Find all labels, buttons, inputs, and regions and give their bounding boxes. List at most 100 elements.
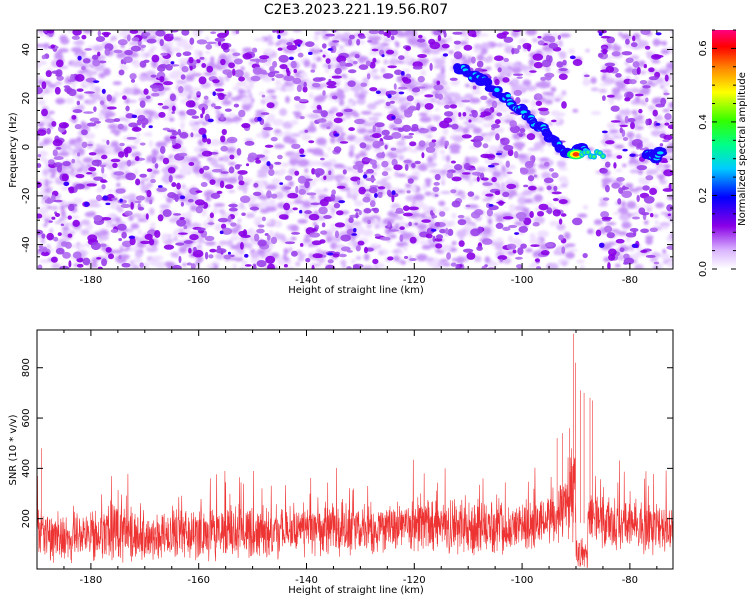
noise-speckle	[637, 169, 644, 175]
noise-blue-spot	[170, 61, 175, 65]
noise-blob	[299, 148, 305, 155]
noise-blob	[326, 85, 337, 89]
noise-speckle	[389, 234, 397, 239]
noise-speckle	[148, 50, 154, 55]
noise-blob	[266, 102, 275, 109]
noise-blob	[624, 97, 631, 102]
noise-blob	[117, 151, 125, 158]
noise-blob	[632, 35, 636, 42]
noise-speckle	[345, 114, 352, 119]
noise-speckle	[107, 123, 118, 130]
snr-y-tick-label: 600	[21, 409, 32, 428]
noise-blob	[190, 263, 196, 269]
noise-speckle	[210, 56, 215, 62]
noise-speckle	[343, 84, 350, 93]
noise-speckle	[366, 137, 377, 142]
noise-speckle	[528, 58, 536, 67]
noise-speckle	[501, 165, 506, 172]
noise-blob	[116, 223, 127, 231]
noise-blob	[557, 34, 562, 40]
noise-speckle	[84, 211, 97, 218]
noise-blob	[305, 257, 311, 263]
noise-speckle	[424, 191, 432, 196]
noise-blob	[558, 68, 568, 72]
noise-blob	[331, 75, 342, 79]
noise-speckle	[248, 92, 253, 99]
noise-speckle	[96, 143, 101, 149]
noise-blob	[215, 88, 225, 92]
noise-blob	[325, 58, 331, 64]
noise-blob	[220, 113, 224, 121]
noise-speckle	[388, 187, 401, 191]
noise-speckle	[485, 168, 496, 172]
noise-blob	[120, 59, 125, 65]
noise-blob	[511, 47, 515, 55]
noise-blob	[661, 160, 669, 163]
noise-blob	[618, 187, 624, 194]
noise-speckle	[283, 49, 296, 54]
noise-blob	[366, 168, 374, 174]
noise-blob	[232, 68, 236, 76]
noise-blob	[636, 142, 643, 149]
noise-blob	[106, 94, 112, 102]
noise-blob	[338, 253, 347, 258]
noise-blob	[343, 108, 353, 113]
noise-blob	[333, 117, 343, 124]
noise-blue-spot	[266, 161, 271, 167]
noise-speckle	[213, 163, 225, 168]
noise-blob	[358, 209, 362, 216]
noise-blob	[326, 126, 331, 130]
noise-blob	[605, 65, 615, 73]
noise-blob	[139, 142, 146, 146]
noise-speckle	[50, 205, 59, 211]
noise-blue-spot	[207, 118, 214, 123]
noise-speckle	[361, 229, 374, 237]
noise-speckle	[118, 92, 125, 96]
noise-speckle	[661, 253, 670, 261]
noise-blob	[528, 185, 537, 191]
noise-speckle	[81, 219, 91, 226]
noise-speckle	[454, 44, 461, 50]
noise-blob	[106, 106, 117, 110]
noise-speckle	[109, 201, 118, 210]
noise-speckle	[92, 44, 104, 52]
noise-blob	[37, 153, 42, 158]
noise-blob	[451, 200, 461, 208]
noise-speckle	[188, 90, 194, 96]
noise-blob	[348, 216, 354, 224]
noise-speckle	[307, 124, 316, 131]
noise-speckle	[646, 169, 653, 176]
noise-blob	[344, 62, 353, 67]
noise-blob	[558, 199, 568, 205]
noise-speckle	[321, 30, 327, 34]
noise-blob	[498, 200, 504, 206]
noise-blob	[200, 113, 204, 119]
noise-blob	[93, 214, 103, 222]
noise-speckle	[618, 213, 630, 221]
noise-blob	[179, 216, 185, 220]
noise-blob	[86, 122, 97, 127]
noise-speckle	[490, 241, 502, 246]
noise-blob	[408, 132, 415, 136]
noise-speckle	[151, 255, 164, 261]
noise-blob	[321, 43, 327, 49]
noise-speckle	[428, 169, 441, 173]
noise-blue-spot	[244, 253, 249, 258]
noise-speckle	[568, 48, 576, 54]
noise-blob	[176, 52, 182, 57]
noise-blob	[346, 266, 352, 269]
noise-blob	[583, 74, 590, 78]
noise-blob	[319, 49, 323, 53]
noise-blob	[631, 216, 640, 220]
noise-speckle	[304, 168, 309, 174]
noise-blob	[522, 42, 532, 50]
noise-speckle	[158, 154, 165, 162]
noise-blob	[643, 196, 655, 204]
noise-blob	[437, 34, 442, 42]
noise-speckle	[524, 85, 537, 92]
noise-speckle	[303, 238, 312, 243]
noise-blob	[425, 233, 433, 239]
noise-speckle	[439, 244, 452, 252]
noise-blob	[186, 108, 197, 116]
noise-blob	[37, 86, 43, 95]
